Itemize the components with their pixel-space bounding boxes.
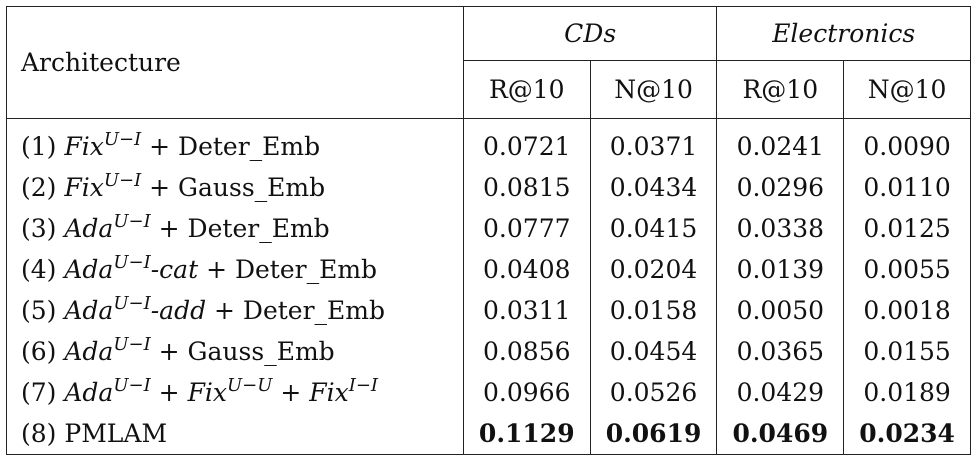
- row-base: Ada: [64, 378, 114, 407]
- header-architecture: Architecture: [6, 6, 464, 119]
- cell-value: 0.0777: [462, 208, 591, 249]
- cell-value: 0.0055: [843, 249, 971, 290]
- row-base: Fix: [64, 173, 104, 202]
- cell-value: 0.0371: [589, 118, 717, 167]
- header-metric-cds-n10: N@10: [589, 60, 717, 119]
- header-group-cds: CDs: [462, 6, 717, 61]
- row-base: Fix: [309, 378, 349, 407]
- cell-value-best: 0.1129: [462, 413, 591, 455]
- row-superscript: U−I: [113, 375, 151, 397]
- row-rest: + Deter_Emb: [141, 132, 321, 161]
- row-superscript: U−U: [227, 375, 273, 397]
- row-superscript: U−I: [103, 170, 142, 192]
- row-rest: + Deter_Emb: [198, 255, 378, 284]
- row-rest: + Gauss_Emb: [141, 173, 326, 202]
- cell-value: 0.0338: [716, 208, 844, 249]
- row-superscript: U−I: [113, 334, 151, 356]
- row-number: (3): [21, 214, 57, 243]
- results-table: Architecture CDs Electronics R@10 N@10 R…: [6, 6, 971, 455]
- cell-value: 0.0125: [843, 208, 971, 249]
- cell-value: 0.0204: [589, 249, 717, 290]
- results-table-container: Architecture CDs Electronics R@10 N@10 R…: [6, 6, 971, 455]
- row-label: (8) PMLAM: [6, 413, 464, 455]
- row-label: (3) AdaU−I + Deter_Emb: [6, 208, 464, 249]
- row-rest: + Gauss_Emb: [150, 337, 335, 366]
- cell-value: 0.0434: [589, 167, 717, 208]
- row-superscript: U−I: [113, 252, 151, 274]
- table-row: (4) AdaU−I-cat + Deter_Emb 0.0408 0.0204…: [6, 249, 971, 290]
- table-row: (3) AdaU−I + Deter_Emb 0.0777 0.0415 0.0…: [6, 208, 971, 249]
- header-metric-cds-r10: R@10: [462, 60, 591, 119]
- table-row: (1) FixU−I + Deter_Emb 0.0721 0.0371 0.0…: [6, 118, 971, 167]
- row-number: (8): [21, 419, 57, 448]
- row-label: (4) AdaU−I-cat + Deter_Emb: [6, 249, 464, 290]
- cell-value: 0.0408: [462, 249, 591, 290]
- row-base: Ada: [64, 337, 114, 366]
- cell-value: 0.0311: [462, 290, 591, 331]
- row-number: (7): [21, 378, 57, 407]
- cell-value: 0.0415: [589, 208, 717, 249]
- row-rest: + Deter_Emb: [150, 214, 330, 243]
- row-number: (1): [21, 132, 57, 161]
- row-number: (6): [21, 337, 57, 366]
- row-rest: +: [150, 378, 188, 407]
- row-superscript: U−I: [103, 129, 142, 151]
- cell-value: 0.0526: [589, 372, 717, 413]
- cell-value: 0.0018: [843, 290, 971, 331]
- cell-value: 0.0966: [462, 372, 591, 413]
- table-row: (8) PMLAM 0.1129 0.0619 0.0469 0.0234: [6, 413, 971, 455]
- cell-value: 0.0365: [716, 331, 844, 372]
- row-base: Fix: [187, 378, 228, 407]
- cell-value: 0.0454: [589, 331, 717, 372]
- row-base: Fix: [64, 132, 104, 161]
- row-suffix: -add: [150, 296, 207, 325]
- cell-value: 0.0241: [716, 118, 844, 167]
- row-superscript: I−I: [348, 375, 379, 397]
- cell-value: 0.0296: [716, 167, 844, 208]
- cell-value-best: 0.0619: [589, 413, 717, 455]
- header-group-electronics: Electronics: [716, 6, 971, 61]
- row-superscript: U−I: [113, 211, 151, 233]
- cell-value: 0.0050: [716, 290, 844, 331]
- row-label: (6) AdaU−I + Gauss_Emb: [6, 331, 464, 372]
- cell-value: 0.0189: [843, 372, 971, 413]
- row-rest: + Deter_Emb: [206, 296, 386, 325]
- row-superscript: U−I: [113, 293, 151, 315]
- cell-value: 0.0856: [462, 331, 591, 372]
- cell-value: 0.0721: [462, 118, 591, 167]
- cell-value: 0.0110: [843, 167, 971, 208]
- cell-value: 0.0139: [716, 249, 844, 290]
- row-suffix: -cat: [150, 255, 199, 284]
- cell-value: 0.0155: [843, 331, 971, 372]
- cell-value: 0.0158: [589, 290, 717, 331]
- row-label: (2) FixU−I + Gauss_Emb: [6, 167, 464, 208]
- row-number: (2): [21, 173, 57, 202]
- row-label: (7) AdaU−I + FixU−U + FixI−I: [6, 372, 464, 413]
- table-row: (7) AdaU−I + FixU−U + FixI−I 0.0966 0.05…: [6, 372, 971, 413]
- row-number: (5): [21, 296, 57, 325]
- row-base: Ada: [64, 214, 114, 243]
- header-metric-elec-n10: N@10: [843, 60, 971, 119]
- table-row: (5) AdaU−I-add + Deter_Emb 0.0311 0.0158…: [6, 290, 971, 331]
- cell-value: 0.0815: [462, 167, 591, 208]
- row-method-name: PMLAM: [64, 419, 168, 448]
- row-base: Ada: [64, 255, 114, 284]
- table-row: (2) FixU−I + Gauss_Emb 0.0815 0.0434 0.0…: [6, 167, 971, 208]
- row-label: (5) AdaU−I-add + Deter_Emb: [6, 290, 464, 331]
- cell-value: 0.0429: [716, 372, 844, 413]
- header-metric-elec-r10: R@10: [716, 60, 844, 119]
- row-base: Ada: [64, 296, 114, 325]
- row-number: (4): [21, 255, 57, 284]
- cell-value-best: 0.0234: [843, 413, 971, 455]
- cell-value: 0.0090: [843, 118, 971, 167]
- row-label: (1) FixU−I + Deter_Emb: [6, 118, 464, 167]
- row-rest: +: [272, 378, 310, 407]
- table-row: (6) AdaU−I + Gauss_Emb 0.0856 0.0454 0.0…: [6, 331, 971, 372]
- cell-value-best: 0.0469: [716, 413, 844, 455]
